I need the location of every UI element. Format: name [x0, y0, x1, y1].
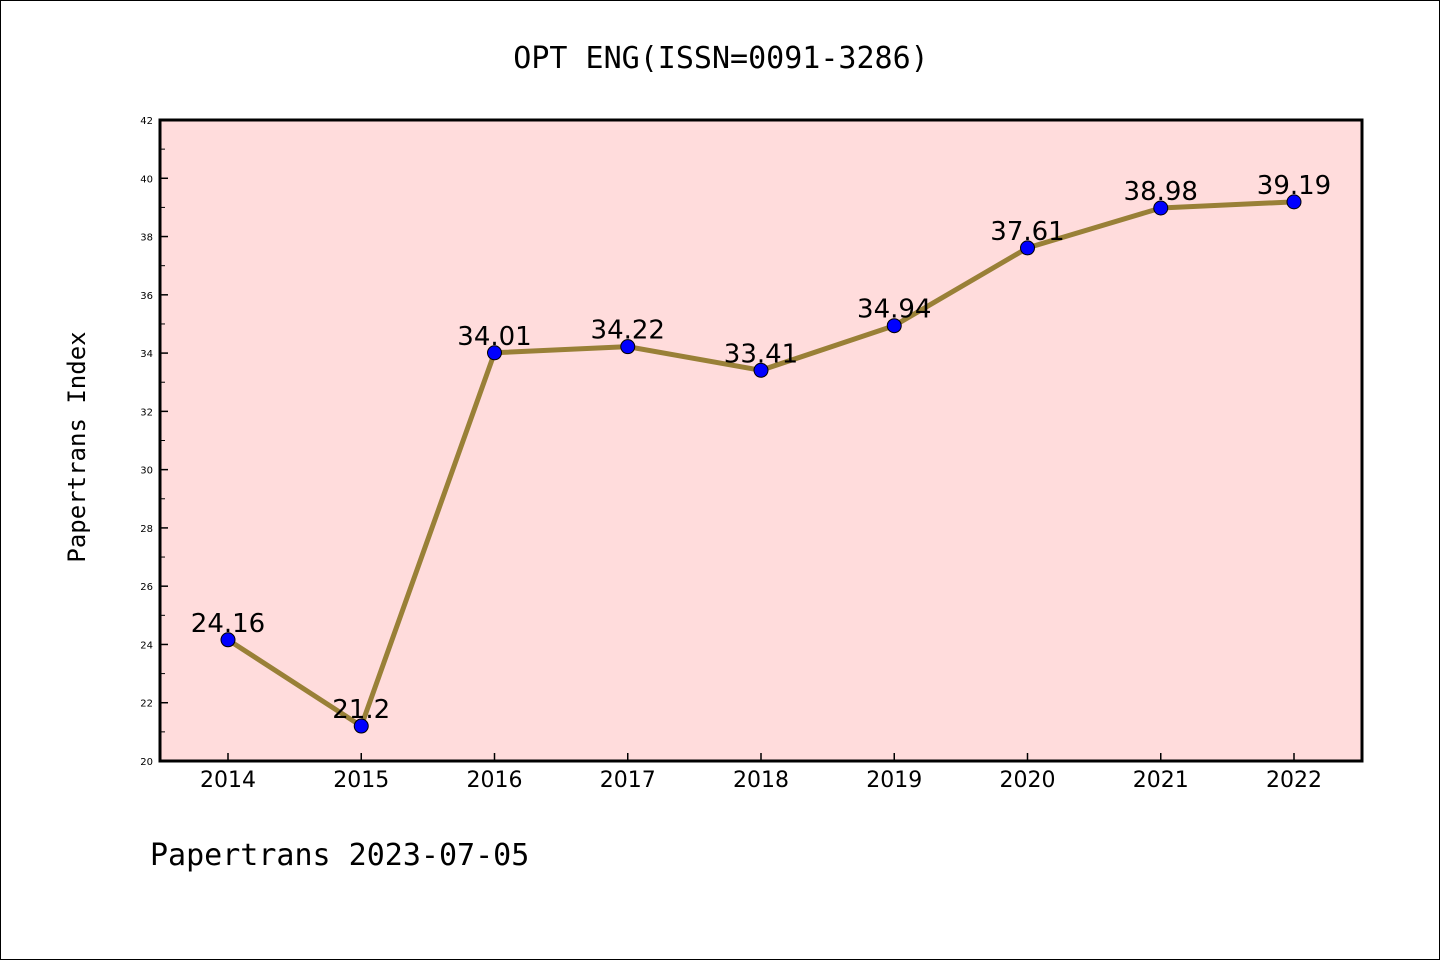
- y-tick-label: 20: [140, 757, 153, 768]
- y-axis-label: Papertrans Index: [63, 331, 91, 562]
- data-point: [1286, 194, 1302, 210]
- y-tick-label: 34: [140, 349, 153, 360]
- y-tick-label: 42: [140, 116, 153, 127]
- x-axis: 2014 2015 2016 2017 2018 2019 2020 2021 2022: [200, 753, 1322, 793]
- y-tick-label: 30: [140, 466, 153, 477]
- x-tick-label: 2021: [1133, 768, 1189, 793]
- data-point: [1020, 240, 1035, 256]
- data-label: 38.98: [1124, 177, 1198, 207]
- y-tick-label: 24: [140, 640, 153, 651]
- data-label: 34.22: [591, 316, 665, 346]
- y-tick-label: 28: [140, 524, 153, 535]
- data-point: [886, 318, 902, 334]
- data-markers: [220, 194, 1302, 734]
- x-tick-label: 2014: [200, 768, 256, 793]
- y-tick-label: 22: [140, 699, 153, 710]
- x-tick-label: 2020: [1000, 768, 1056, 793]
- data-point: [353, 718, 369, 734]
- x-tick-label: 2017: [600, 768, 656, 793]
- y-tick-label: 36: [140, 291, 153, 302]
- x-tick-label: 2022: [1266, 768, 1322, 793]
- data-label: 37.61: [990, 217, 1064, 247]
- data-point: [487, 345, 502, 361]
- footer-text: Papertrans 2023-07-05: [150, 838, 529, 873]
- y-tick-label: 40: [140, 174, 153, 185]
- data-label: 24.16: [191, 609, 265, 639]
- data-label: 34.01: [457, 322, 531, 352]
- data-label: 39.19: [1257, 171, 1331, 201]
- plot-area: [158, 118, 1364, 763]
- x-tick-label: 2015: [333, 768, 389, 793]
- x-tick-label: 2019: [866, 768, 922, 793]
- data-label: 33.41: [724, 339, 798, 369]
- y-tick-label: 38: [140, 233, 153, 244]
- y-axis: 20 22 24 26 28 30 32 34 36 38 40 42: [140, 116, 168, 768]
- chart-title: OPT ENG(ISSN=0091-3286): [513, 41, 928, 76]
- x-tick-label: 2018: [733, 768, 789, 793]
- y-tick-label: 26: [140, 582, 153, 593]
- x-tick-label: 2016: [467, 768, 523, 793]
- data-point: [620, 339, 636, 355]
- data-label: 21.2: [332, 695, 390, 725]
- data-point: [753, 362, 769, 378]
- data-point: [1153, 200, 1169, 216]
- data-label: 34.94: [857, 295, 931, 325]
- data-labels: 24.16 21.2 34.01 34.22 33.41 34.94 37.61 38.98 3…: [191, 171, 1331, 725]
- data-point: [220, 632, 236, 648]
- y-tick-label: 32: [140, 407, 153, 418]
